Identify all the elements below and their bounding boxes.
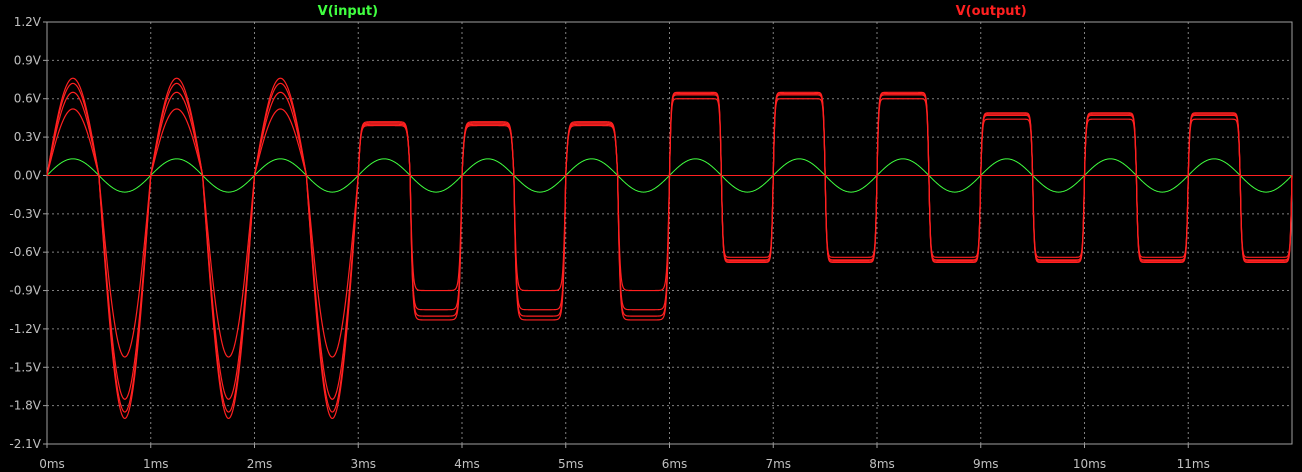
y-tick-label: 0.6V: [14, 92, 42, 106]
y-tick-label: 0.0V: [14, 168, 42, 182]
x-tick-label: 2ms: [247, 457, 273, 471]
y-tick-label: -0.9V: [9, 284, 41, 298]
x-axis-ticks: 0ms 1ms 2ms 3ms 4ms 5ms 6ms 7ms 8ms 9ms 10ms 11ms: [39, 444, 1210, 471]
x-tick-label: 10ms: [1073, 457, 1106, 471]
traces: [46, 77, 1293, 420]
x-tick-label: 7ms: [765, 457, 791, 471]
y-tick-label: -1.8V: [9, 399, 41, 413]
grid-lines: [47, 22, 1292, 444]
x-tick-label: 3ms: [350, 457, 376, 471]
y-tick-label: 0.3V: [14, 130, 42, 144]
series-output-line-4: [46, 77, 1293, 420]
y-tick-label: -0.6V: [9, 245, 41, 259]
y-tick-label: -1.2V: [9, 322, 41, 336]
x-tick-label: 8ms: [869, 457, 895, 471]
y-axis-ticks: 1.2V 0.9V 0.6V 0.3V 0.0V -0.3V -0.6V -0.9V -1.2V…: [9, 15, 47, 451]
x-tick-label: 5ms: [558, 457, 584, 471]
y-tick-label: -0.3V: [9, 207, 41, 221]
y-tick-label: 0.9V: [14, 53, 42, 67]
y-tick-label: -1.5V: [9, 360, 41, 374]
x-tick-label: 6ms: [662, 457, 688, 471]
x-tick-label: 4ms: [454, 457, 480, 471]
y-tick-label: -2.1V: [9, 437, 41, 451]
x-tick-label: 11ms: [1177, 457, 1210, 471]
x-tick-label: 0ms: [39, 457, 65, 471]
legend-output: V(output): [956, 4, 1027, 19]
x-tick-label: 9ms: [973, 457, 999, 471]
y-tick-label: 1.2V: [14, 15, 42, 29]
x-tick-label: 1ms: [143, 457, 169, 471]
legend-input: V(input): [318, 4, 378, 19]
